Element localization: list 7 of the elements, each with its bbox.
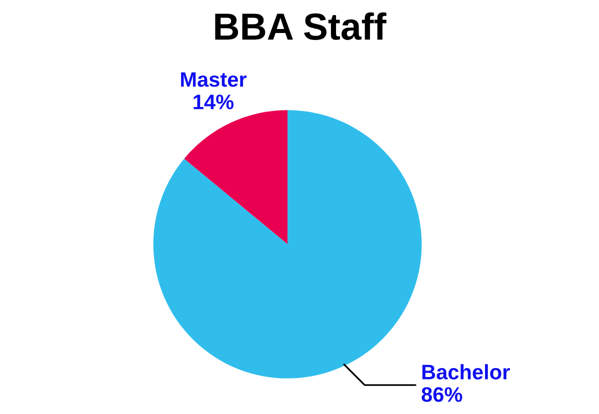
pie-slice	[153, 110, 422, 378]
data-label: 14%	[194, 94, 234, 110]
pie-slice	[184, 110, 288, 244]
slice-label: Bachelor	[422, 364, 510, 380]
data-label: 86%	[422, 387, 462, 402]
slice-label: Master	[181, 72, 247, 87]
chart-title: BBA Staff	[215, 12, 386, 40]
